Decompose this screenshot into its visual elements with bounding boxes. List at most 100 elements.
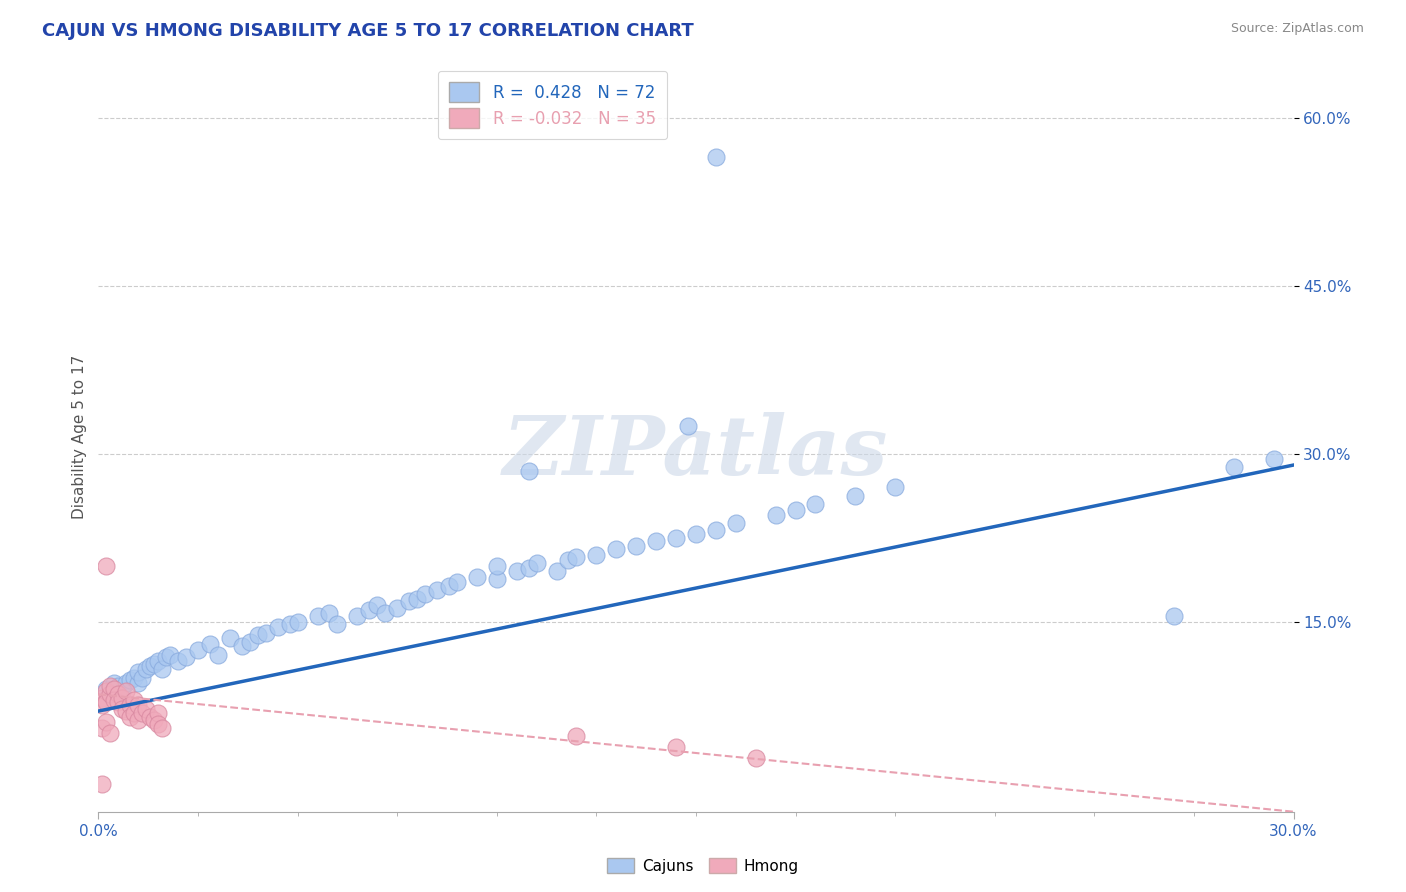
Point (685, 527, 707, 541)
Point (107, 695, 129, 709)
Point (437, 579, 460, 593)
Point (526, 557, 548, 571)
Point (155, 650, 177, 665)
Point (359, 603, 381, 617)
Point (413, 587, 436, 601)
Point (645, 534, 668, 549)
Point (446, 575, 468, 590)
Point (765, 508, 787, 523)
Point (676, 418, 699, 433)
Point (96, 558, 118, 573)
Point (96, 695, 118, 709)
Point (96, 681, 118, 696)
Point (143, 713, 166, 727)
Point (724, 516, 747, 531)
Point (96, 684, 118, 698)
Point (1163, 609, 1185, 624)
Point (135, 702, 157, 716)
Point (557, 553, 579, 567)
Point (139, 659, 162, 673)
Point (426, 583, 449, 598)
Point (1223, 460, 1246, 475)
Point (326, 616, 349, 631)
Point (127, 665, 149, 679)
Point (745, 751, 768, 765)
Point (1263, 452, 1285, 467)
Point (884, 480, 907, 494)
Text: ZIPatlas: ZIPatlas (503, 412, 889, 492)
Point (159, 648, 181, 662)
Point (91, 698, 114, 713)
Point (127, 713, 149, 727)
Point (148, 706, 170, 721)
Point (346, 609, 368, 624)
Point (804, 497, 827, 511)
Point (406, 592, 429, 607)
Legend: Cajuns, Hmong: Cajuns, Hmong (600, 852, 806, 880)
Point (565, 729, 588, 743)
Point (254, 625, 277, 640)
Point (98, 687, 122, 701)
Point (143, 657, 166, 672)
Point (785, 502, 807, 516)
Point (115, 676, 138, 690)
Point (366, 598, 388, 612)
Point (844, 489, 866, 503)
Point (115, 704, 138, 718)
Point (96, 715, 118, 730)
Point (131, 706, 153, 721)
Text: Source: ZipAtlas.com: Source: ZipAtlas.com (1230, 22, 1364, 36)
Point (103, 681, 125, 696)
Point (278, 616, 301, 631)
Point (148, 654, 170, 668)
Point (131, 671, 153, 685)
Point (91, 777, 114, 791)
Point (318, 606, 340, 620)
Point (307, 609, 329, 624)
Point (111, 690, 134, 705)
Legend: R =  0.428   N = 72, R = -0.032   N = 35: R = 0.428 N = 72, R = -0.032 N = 35 (437, 70, 668, 139)
Point (374, 606, 396, 620)
Point (546, 564, 568, 578)
Point (98, 680, 122, 694)
Point (485, 572, 508, 586)
Point (605, 541, 627, 556)
Point (107, 687, 129, 701)
Point (239, 634, 262, 648)
Point (398, 594, 420, 608)
Point (207, 648, 229, 662)
Point (517, 464, 540, 478)
Point (98, 687, 122, 701)
Point (124, 693, 146, 707)
Point (246, 628, 269, 642)
Point (111, 702, 134, 716)
Point (120, 673, 142, 687)
Point (231, 639, 253, 653)
Point (465, 570, 488, 584)
Text: CAJUN VS HMONG DISABILITY AGE 5 TO 17 CORRELATION CHART: CAJUN VS HMONG DISABILITY AGE 5 TO 17 CO… (42, 22, 695, 40)
Y-axis label: Disability Age 5 to 17: Disability Age 5 to 17 (72, 355, 87, 519)
Point (267, 620, 290, 634)
Point (506, 564, 529, 578)
Point (187, 642, 209, 657)
Point (127, 698, 149, 713)
Point (120, 709, 142, 723)
Point (198, 637, 221, 651)
Point (111, 684, 134, 698)
Point (148, 717, 170, 731)
Point (174, 650, 197, 665)
Point (167, 654, 190, 668)
Point (127, 676, 149, 690)
Point (704, 523, 727, 537)
Point (665, 531, 688, 545)
Point (124, 706, 146, 721)
Point (103, 676, 125, 690)
Point (103, 693, 125, 707)
Point (150, 721, 173, 735)
Point (124, 671, 146, 685)
Point (665, 739, 688, 754)
Point (385, 601, 409, 615)
Point (704, 151, 727, 165)
Point (626, 539, 648, 553)
Point (98, 726, 122, 740)
